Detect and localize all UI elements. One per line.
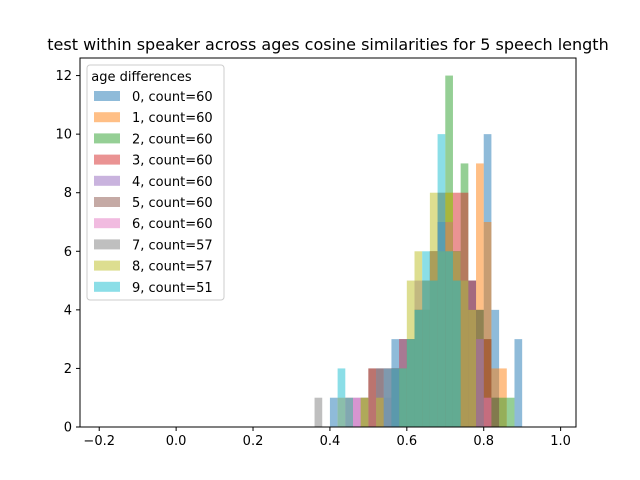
x-tick-label: 1.0: [550, 434, 571, 449]
y-tick-label: 0: [64, 421, 72, 436]
histogram-bar: [368, 368, 377, 427]
histogram-bar: [468, 309, 477, 427]
legend-swatch: [94, 260, 120, 271]
histogram-bars: [314, 75, 523, 428]
legend-swatch: [94, 154, 120, 165]
legend-box: [86, 64, 225, 301]
y-tick-label: 12: [55, 69, 72, 84]
y-tick-label: 4: [64, 303, 72, 318]
histogram-bar: [391, 368, 400, 427]
histogram-bar: [337, 368, 346, 427]
histogram-bar: [399, 368, 407, 427]
histogram-bar: [483, 397, 492, 427]
x-tick-label: 0.6: [396, 434, 417, 449]
axes: −0.2 0.0 0.2 0.4 0.6 0.8 1.0 0 2 4 6 8 10 12: [55, 57, 577, 449]
y-tick-label: 8: [64, 186, 72, 201]
y-tick-label: 10: [55, 128, 72, 143]
legend-swatch: [94, 239, 120, 250]
legend-label: 9, count=51: [132, 281, 213, 296]
histogram-bar: [314, 397, 323, 427]
histogram-bar: [452, 280, 461, 427]
legend-swatch: [94, 218, 120, 229]
legend-label: 3, count=60: [132, 154, 213, 169]
legend-label: 4, count=60: [132, 175, 213, 190]
chart-title: test within speaker across ages cosine s…: [47, 35, 608, 54]
histogram-bar: [437, 134, 446, 427]
histogram-bar: [445, 251, 453, 427]
legend-label: 6, count=60: [132, 217, 213, 232]
legend-label: 2, count=60: [132, 132, 213, 147]
histogram-bar: [499, 397, 507, 427]
histogram-bar: [383, 368, 392, 427]
x-tick-label: 0.4: [320, 434, 341, 449]
legend-swatch: [94, 197, 120, 207]
x-tick-label: 0.2: [243, 434, 264, 449]
histogram-bar: [506, 397, 515, 427]
legend-label: 5, count=60: [132, 196, 213, 211]
legend-swatch: [94, 281, 120, 292]
histogram-bar: [514, 339, 523, 427]
legend-label: 7, count=57: [132, 238, 213, 253]
histogram-bar: [476, 163, 484, 427]
legend-swatch: [94, 91, 120, 101]
y-tick-label: 6: [64, 245, 72, 260]
legend-label: 0, count=60: [132, 90, 213, 105]
plot-frame: [79, 57, 577, 428]
legend-label: 1, count=60: [132, 111, 213, 126]
histogram-bar: [476, 339, 484, 427]
histogram-bar: [429, 280, 438, 427]
histogram-bar: [483, 222, 492, 427]
histogram-bar: [491, 397, 500, 427]
x-tick-label: 0.0: [166, 434, 187, 449]
legend: age differences 0, count=60 1, count=60 2, …: [86, 64, 225, 301]
legend-swatch: [94, 175, 120, 186]
legend-swatch: [94, 133, 120, 144]
y-tick-label: 2: [64, 362, 72, 377]
histogram-bar: [329, 397, 338, 427]
legend-title: age differences: [91, 70, 192, 85]
histogram-bar: [352, 397, 361, 427]
x-tick-label: 0.8: [473, 434, 494, 449]
legend-swatch: [94, 112, 120, 123]
histogram-bar: [422, 251, 430, 427]
legend-label: 8, count=57: [132, 260, 213, 275]
histogram-bar: [483, 339, 492, 427]
histogram-bar: [406, 339, 415, 427]
histogram-bar: [376, 397, 384, 427]
histogram-bar: [414, 309, 423, 427]
x-tick-label: −0.2: [83, 434, 115, 449]
histogram-bar: [360, 397, 369, 427]
histogram-bar: [460, 280, 469, 427]
histogram-bar: [345, 397, 353, 427]
